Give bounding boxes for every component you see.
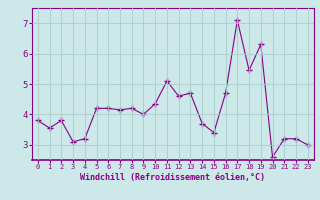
X-axis label: Windchill (Refroidissement éolien,°C): Windchill (Refroidissement éolien,°C) (80, 173, 265, 182)
